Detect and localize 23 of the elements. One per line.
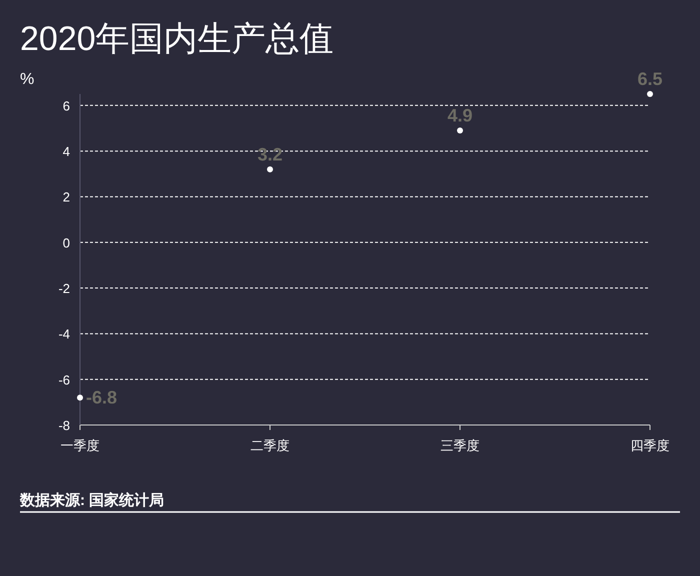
y-tick-label: 6 [62,98,70,114]
point [77,394,83,401]
y-tick-label: 2 [62,190,70,205]
data-label: -6.8 [86,388,118,408]
point [267,166,273,172]
point [647,91,653,97]
chart-title: 2020年国内生产总值 [20,20,334,58]
data-label: 3.2 [257,144,283,164]
y-tick-label: -4 [58,326,70,342]
point [457,128,463,134]
y-tick-label: -2 [58,281,70,296]
y-tick-label: -6 [58,372,70,388]
y-axis-title: % [20,71,34,88]
x-tick-label: 二季度 [250,438,290,453]
data-label: 4.9 [447,106,473,126]
source-note: 数据来源: 国家统计局 [19,491,164,509]
y-tick-label: -8 [58,418,70,433]
y-tick-label: 0 [62,235,70,250]
x-tick-label: 三季度 [440,438,480,453]
x-tick-label: 四季度 [630,438,670,453]
y-tick-label: 4 [62,144,70,160]
data-label: 6.5 [637,69,663,89]
x-tick-label: 一季度 [60,438,100,453]
